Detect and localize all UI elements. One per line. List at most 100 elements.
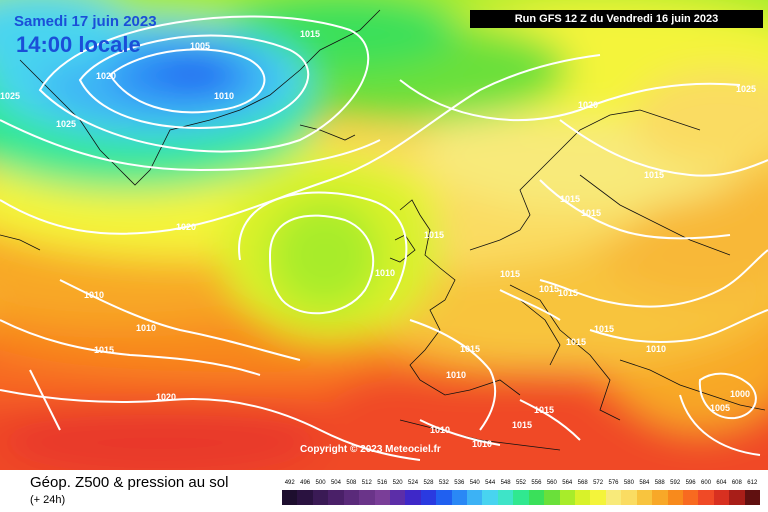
isobar-label: 1010 bbox=[213, 91, 235, 101]
scale-tick-label: 544 bbox=[485, 480, 496, 486]
isobar-label: 1015 bbox=[511, 420, 533, 430]
scale-swatch bbox=[729, 490, 745, 505]
isobar-label: 1015 bbox=[593, 324, 615, 334]
scale-tick-label: 536 bbox=[454, 480, 465, 486]
scale-tick-label: 584 bbox=[639, 480, 650, 486]
scale-tick-label: 532 bbox=[438, 480, 449, 486]
isobar-label: 1020 bbox=[155, 392, 177, 402]
scale-swatch bbox=[420, 490, 437, 505]
scale-swatch bbox=[528, 490, 545, 505]
scale-swatch bbox=[297, 490, 313, 505]
scale-swatch bbox=[698, 490, 714, 505]
legend-title: Géop. Z500 & pression au sol bbox=[30, 474, 229, 491]
scale-tick-label: 504 bbox=[330, 480, 341, 486]
isobar-label: 1015 bbox=[499, 269, 521, 279]
scale-swatch bbox=[436, 490, 452, 505]
scale-swatch bbox=[282, 490, 298, 505]
scale-swatch bbox=[559, 490, 576, 505]
isobar-label: 1010 bbox=[83, 290, 105, 300]
scale-tick-label: 548 bbox=[500, 480, 511, 486]
weather-map: Samedi 17 juin 2023 14:00 locale Run GFS… bbox=[0, 0, 768, 470]
scale-swatch bbox=[328, 490, 344, 505]
scale-tick-label: 540 bbox=[469, 480, 480, 486]
isobar-label: 1015 bbox=[580, 208, 602, 218]
isobar-label: 1015 bbox=[423, 230, 445, 240]
scale-swatch bbox=[467, 490, 483, 505]
scale-tick-label: 492 bbox=[284, 480, 295, 486]
color-scale-labels: 492 496 500 504 508 512 516 520 524 528 532 536 540 5… bbox=[280, 480, 760, 490]
isobar-label: 1020 bbox=[175, 222, 197, 232]
scale-tick-label: 516 bbox=[377, 480, 388, 486]
scale-swatch bbox=[343, 490, 360, 505]
isobar-label: 1015 bbox=[559, 194, 581, 204]
copyright-notice: Copyright © 2023 Meteociel.fr bbox=[300, 444, 441, 455]
isobar-label: 1010 bbox=[374, 268, 396, 278]
isobar-label: 1010 bbox=[445, 370, 467, 380]
scale-swatch bbox=[590, 490, 606, 505]
scale-swatch bbox=[636, 490, 653, 505]
scale-tick-label: 596 bbox=[685, 480, 696, 486]
scale-tick-label: 604 bbox=[716, 480, 727, 486]
coastlines bbox=[0, 9, 766, 451]
scale-tick-label: 508 bbox=[346, 480, 357, 486]
scale-tick-label: 608 bbox=[731, 480, 742, 486]
scale-tick-label: 500 bbox=[315, 480, 326, 486]
scale-swatch bbox=[682, 490, 699, 505]
scale-tick-label: 564 bbox=[562, 480, 573, 486]
isobar-label: 1025 bbox=[55, 119, 77, 129]
isobar-label: 1015 bbox=[643, 170, 665, 180]
scale-tick-label: 496 bbox=[300, 480, 311, 486]
isobar-label: 1005 bbox=[709, 403, 731, 413]
isobar-label: 1020 bbox=[577, 100, 599, 110]
isobar-label: 1015 bbox=[93, 345, 115, 355]
isobar-label: 1005 bbox=[189, 41, 211, 51]
scale-tick-label: 576 bbox=[608, 480, 619, 486]
color-scale-bar bbox=[282, 490, 761, 505]
isobar-lines bbox=[0, 15, 768, 461]
scale-swatch bbox=[405, 490, 421, 505]
scale-tick-label: 588 bbox=[654, 480, 665, 486]
scale-tick-label: 512 bbox=[361, 480, 372, 486]
scale-swatch bbox=[575, 490, 591, 505]
scale-tick-label: 560 bbox=[546, 480, 557, 486]
scale-swatch bbox=[605, 490, 622, 505]
isobar-label: 1015 bbox=[565, 337, 587, 347]
isobar-label: 1000 bbox=[729, 389, 751, 399]
scale-swatch bbox=[374, 490, 390, 505]
isobar-label: 1015 bbox=[538, 284, 560, 294]
scale-tick-label: 528 bbox=[423, 480, 434, 486]
isobar-label: 1010 bbox=[471, 439, 493, 449]
scale-tick-label: 524 bbox=[408, 480, 419, 486]
scale-swatch bbox=[359, 490, 375, 505]
scale-tick-label: 592 bbox=[670, 480, 681, 486]
model-run-banner: Run GFS 12 Z du Vendredi 16 juin 2023 bbox=[470, 10, 763, 28]
scale-swatch bbox=[652, 490, 668, 505]
isobar-label: 1010 bbox=[135, 323, 157, 333]
geopotential-field bbox=[0, 0, 768, 470]
scale-tick-label: 568 bbox=[577, 480, 588, 486]
legend-subtitle: (+ 24h) bbox=[30, 494, 66, 506]
isobar-label: 1010 bbox=[645, 344, 667, 354]
scale-tick-label: 552 bbox=[515, 480, 526, 486]
isobar-label: 1015 bbox=[533, 405, 555, 415]
scale-swatch bbox=[312, 490, 329, 505]
scale-swatch bbox=[497, 490, 514, 505]
isobar-label: 1025 bbox=[0, 91, 21, 101]
forecast-local-time: 14:00 locale bbox=[16, 32, 141, 57]
isobar-label: 1010 bbox=[429, 425, 451, 435]
scale-tick-label: 580 bbox=[623, 480, 634, 486]
isobar-label: 1025 bbox=[735, 84, 757, 94]
scale-swatch bbox=[713, 490, 730, 505]
scale-swatch bbox=[544, 490, 560, 505]
scale-swatch bbox=[451, 490, 468, 505]
scale-swatch bbox=[389, 490, 406, 505]
scale-swatch bbox=[482, 490, 498, 505]
isobar-label: 1015 bbox=[299, 29, 321, 39]
scale-tick-label: 556 bbox=[531, 480, 542, 486]
scale-tick-label: 520 bbox=[392, 480, 403, 486]
scale-swatch bbox=[667, 490, 683, 505]
scale-swatch bbox=[513, 490, 529, 505]
scale-swatch bbox=[744, 490, 761, 505]
scale-tick-label: 612 bbox=[747, 480, 758, 486]
isobar-label: 1015 bbox=[557, 288, 579, 298]
